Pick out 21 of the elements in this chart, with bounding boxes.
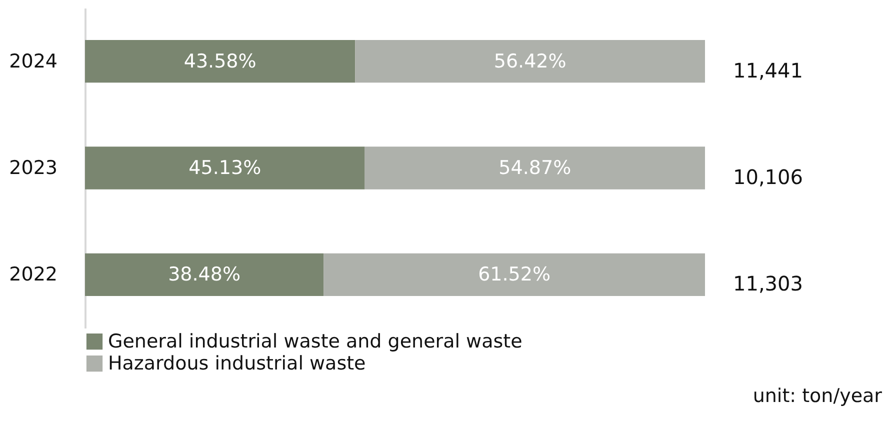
data-label: 54.87% — [498, 157, 572, 179]
bar — [355, 40, 705, 83]
bar — [364, 146, 705, 190]
bar — [324, 253, 705, 296]
text: 11,441 — [733, 58, 803, 82]
data-label: 56.42% — [494, 50, 566, 72]
y-tick-label: 2022 — [9, 264, 58, 286]
legend-label: General industrial waste and general waste — [108, 330, 522, 352]
text: 10,106 — [733, 165, 803, 189]
y-tick-label: 2024 — [9, 50, 58, 72]
bar — [85, 253, 324, 296]
bar — [85, 40, 356, 83]
data-label: 38.48% — [168, 264, 241, 286]
text: 11,303 — [733, 272, 803, 296]
data-label: 43.58% — [184, 50, 256, 72]
data-label: 45.13% — [188, 157, 262, 179]
legend-label: Hazardous industrial waste — [108, 352, 366, 374]
y-tick-label: 2023 — [9, 157, 58, 179]
data-label: 61.52% — [478, 264, 551, 286]
text: unit: ton/year — [752, 385, 882, 407]
bar — [85, 146, 365, 190]
